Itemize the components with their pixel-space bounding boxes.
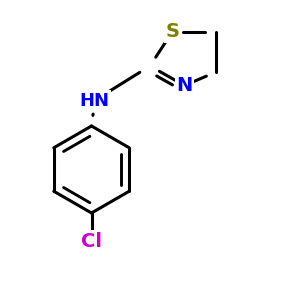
Text: S: S (166, 22, 179, 41)
Text: Cl: Cl (81, 232, 102, 251)
Text: HN: HN (80, 92, 110, 110)
Text: N: N (176, 76, 193, 95)
